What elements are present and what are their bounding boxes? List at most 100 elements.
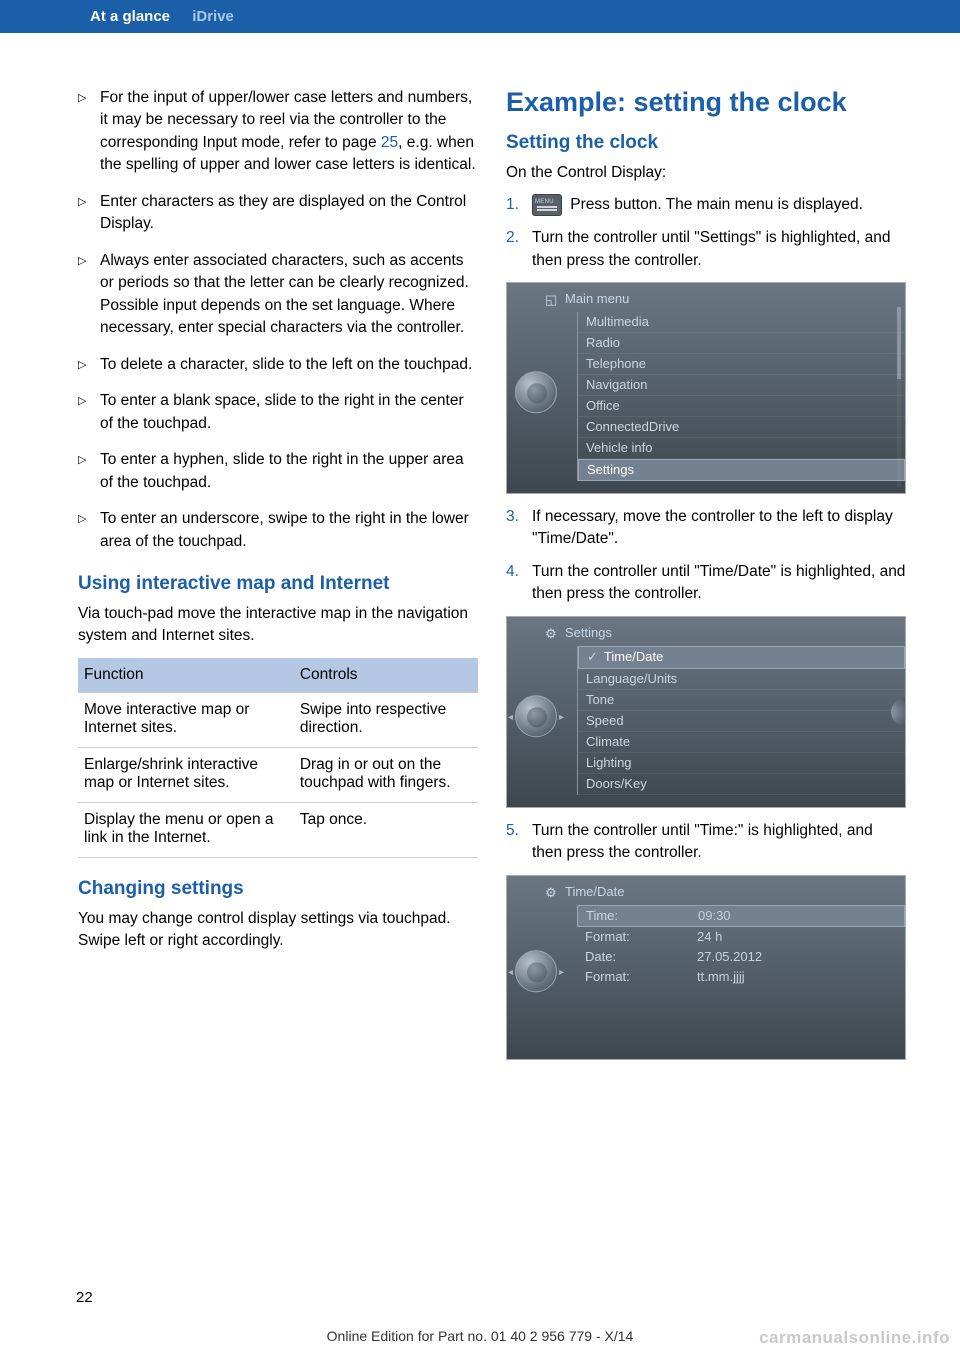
table-header-controls: Controls	[294, 658, 478, 693]
controller-knob-icon: ◂ ▸	[515, 695, 557, 737]
list-item-text: To enter an underscore, swipe to the rig…	[100, 508, 478, 553]
function-controls-table: Function Controls Move interactive map o…	[78, 658, 478, 858]
idrive-screen-time-date: ⚙Time/Date ◂ ▸ Time:09:30Format:24 hDate…	[506, 875, 906, 1060]
heading-example-setting-clock: Example: setting the clock	[506, 87, 906, 118]
left-column: ▷For the input of upper/lower case lette…	[78, 87, 478, 1072]
idrive-screen-settings: ⚙ Settings ◂ ▸ Time/DateLanguage/UnitsTon…	[506, 616, 906, 808]
table-cell: Enlarge/shrink interactive map or Intern…	[78, 747, 294, 802]
time-row-value: tt.mm.jjjj	[697, 969, 745, 984]
table-cell: Tap once.	[294, 802, 478, 857]
screen-title: ◱Main menu	[507, 289, 905, 312]
table-row: Display the menu or open a link in the I…	[78, 802, 478, 857]
time-row-value: 09:30	[698, 908, 731, 923]
steps-list-continued: 3. If necessary, move the controller to …	[506, 506, 906, 606]
menu-item: Climate	[578, 732, 905, 753]
arrow-right-icon: ▸	[559, 712, 564, 723]
time-row-label: Time:	[578, 908, 698, 923]
triangle-bullet-icon: ▷	[78, 390, 100, 435]
menu-item: Vehicle info	[578, 438, 905, 459]
step-4-text: Turn the controller until "Time/Date" is…	[532, 561, 906, 606]
screen-title-text: Settings	[565, 625, 612, 640]
time-row-empty	[577, 1027, 905, 1047]
step-1: 1. Press button. The main menu is dis­pl…	[506, 194, 906, 217]
heading-changing-settings: Changing settings	[78, 878, 478, 900]
list-item-text: To enter a blank space, slide to the rig…	[100, 390, 478, 435]
menu-item: Office	[578, 396, 905, 417]
menu-item: Settings	[578, 459, 905, 481]
back-icon: ◱	[545, 292, 559, 304]
list-item: ▷Enter characters as they are displayed …	[78, 191, 478, 236]
step-5-text: Turn the controller until "Time:" is hig…	[532, 820, 906, 865]
time-row: Format:24 h	[577, 927, 905, 947]
screen3-time-grid: Time:09:30Format:24 hDate:27.05.2012Form…	[577, 905, 905, 1047]
step-3: 3. If necessary, move the controller to …	[506, 506, 906, 551]
menu-item: Doors/Key	[578, 774, 905, 795]
menu-item: Multimedia	[578, 312, 905, 333]
table-row: Move interactive map or Internet sites.S…	[78, 692, 478, 747]
menu-item: Lighting	[578, 753, 905, 774]
bullet-list: ▷For the input of upper/lower case lette…	[78, 87, 478, 553]
step-1-text: Press button. The main menu is dis­playe…	[566, 197, 863, 214]
right-column: Example: setting the clock Setting the c…	[506, 87, 906, 1072]
screen1-menu-list: MultimediaRadioTelephoneNavigationOffice…	[577, 312, 905, 481]
list-item-text: For the input of upper/lower case letter…	[100, 87, 478, 177]
step-3-text: If necessary, move the controller to the…	[532, 506, 906, 551]
list-item: ▷To delete a character, slide to the lef…	[78, 354, 478, 376]
triangle-bullet-icon: ▷	[78, 87, 100, 177]
arrow-left-icon: ◂	[508, 967, 513, 978]
time-row: Time:09:30	[577, 905, 905, 927]
screen2-menu-list: Time/DateLanguage/UnitsToneSpeedClimateL…	[577, 646, 905, 795]
changing-settings-text: You may change control display settings …	[78, 908, 478, 953]
time-row-value: 24 h	[697, 929, 722, 944]
step-4: 4. Turn the controller until "Time/Date"…	[506, 561, 906, 606]
screen-title: ⚙ Settings	[507, 623, 905, 646]
list-item: ▷To enter an underscore, swipe to the ri…	[78, 508, 478, 553]
step-number: 5.	[506, 820, 532, 865]
page-number: 22	[76, 1289, 93, 1306]
screen-title-text: Time/Date	[565, 884, 624, 899]
scrollbar-icon	[897, 307, 901, 487]
triangle-bullet-icon: ▷	[78, 354, 100, 376]
header-bar: At a glance iDrive	[0, 0, 960, 33]
menu-item: Time/Date	[578, 646, 905, 669]
table-cell: Display the menu or open a link in the I…	[78, 802, 294, 857]
list-item-text: Always enter associated characters, such…	[100, 250, 478, 340]
step-2-text: Turn the controller until "Settings" is …	[532, 227, 906, 272]
table-row: Enlarge/shrink interactive map or Intern…	[78, 747, 478, 802]
list-item: ▷To enter a blank space, slide to the ri…	[78, 390, 478, 435]
time-row: Format:tt.mm.jjjj	[577, 967, 905, 987]
idrive-screen-main-menu: ◱Main menu MultimediaRadioTelephoneNavig…	[506, 282, 906, 494]
header-tab-at-a-glance: At a glance	[90, 8, 170, 25]
triangle-bullet-icon: ▷	[78, 508, 100, 553]
menu-item: ConnectedDrive	[578, 417, 905, 438]
step-number: 1.	[506, 194, 532, 217]
setting-clock-intro: On the Control Display:	[506, 162, 906, 184]
time-row-label: Format:	[577, 929, 697, 944]
controller-knob-icon: ◂ ▸	[515, 950, 557, 992]
list-item-text: To enter a hyphen, slide to the right in…	[100, 449, 478, 494]
menu-button-icon	[532, 194, 562, 216]
time-row-value: 27.05.2012	[697, 949, 762, 964]
list-item-text: To delete a character, slide to the left…	[100, 354, 478, 376]
gear-icon: ⚙	[545, 626, 559, 638]
function-table-body: Move interactive map or Internet sites.S…	[78, 692, 478, 857]
steps-list: 1. Press button. The main menu is dis­pl…	[506, 194, 906, 272]
time-row-label: Format:	[577, 969, 697, 984]
gear-icon: ⚙	[545, 885, 559, 897]
step-5: 5. Turn the controller until "Time:" is …	[506, 820, 906, 865]
header-tab-idrive: iDrive	[192, 8, 234, 25]
step-2: 2. Turn the controller until "Settings" …	[506, 227, 906, 272]
page-reference-link[interactable]: 25	[381, 134, 398, 151]
menu-item: Speed	[578, 711, 905, 732]
triangle-bullet-icon: ▷	[78, 250, 100, 340]
step-text: Press button. The main menu is dis­playe…	[532, 194, 906, 217]
triangle-bullet-icon: ▷	[78, 449, 100, 494]
time-row-label: Date:	[577, 949, 697, 964]
steps-list-continued-2: 5. Turn the controller until "Time:" is …	[506, 820, 906, 865]
menu-item: Language/Units	[578, 669, 905, 690]
triangle-bullet-icon: ▷	[78, 191, 100, 236]
screen-title: ⚙ Time/Date	[507, 882, 905, 905]
table-cell: Swipe into re­spective direc­tion.	[294, 692, 478, 747]
heading-setting-the-clock: Setting the clock	[506, 132, 906, 154]
arrow-left-icon: ◂	[508, 712, 513, 723]
